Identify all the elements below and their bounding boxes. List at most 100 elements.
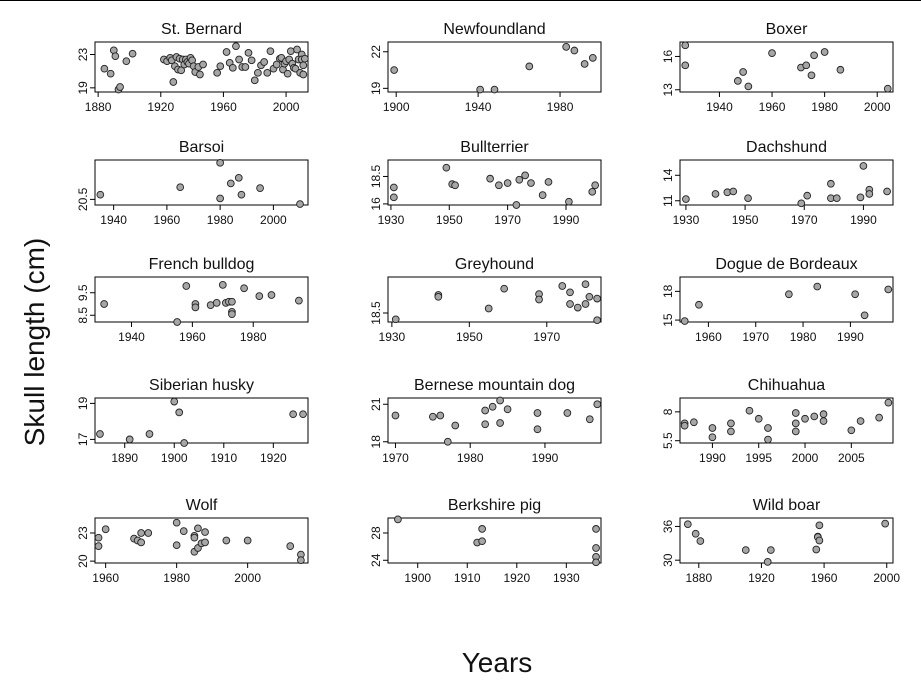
- data-point: [708, 424, 717, 432]
- data-point: [581, 300, 590, 308]
- data-point: [260, 58, 268, 66]
- data-point: [727, 427, 735, 436]
- panel-title: Greyhound: [455, 256, 534, 273]
- data-point: [125, 435, 134, 444]
- data-point: [478, 525, 486, 533]
- x-tick-label: 1970: [742, 330, 769, 344]
- data-point: [179, 527, 188, 535]
- data-point: [865, 190, 874, 198]
- data-point: [566, 288, 574, 297]
- data-point: [389, 193, 398, 202]
- data-point: [216, 158, 224, 167]
- y-tick-label: 18.5: [369, 301, 383, 325]
- data-point: [295, 296, 303, 305]
- data-point: [94, 533, 103, 542]
- data-point: [94, 542, 103, 550]
- data-point: [847, 426, 856, 435]
- data-point: [593, 316, 601, 325]
- panel-chihuahua: Chihuahua 1990 1995 2000 2005 5.5 8: [661, 377, 894, 465]
- data-point: [785, 290, 793, 299]
- y-tick-label: 14: [661, 168, 675, 182]
- data-point: [836, 65, 845, 74]
- data-point: [391, 411, 400, 420]
- data-point: [588, 54, 597, 62]
- x-tick-label: 1980: [240, 330, 267, 344]
- panel-title: Dogue de Bordeaux: [715, 256, 857, 273]
- y-tick-label: 36: [661, 519, 675, 533]
- x-tick-label: 1910: [210, 451, 237, 465]
- data-point: [218, 281, 227, 289]
- y-tick-label: 8: [661, 408, 675, 415]
- data-point: [791, 419, 800, 428]
- data-point: [810, 51, 818, 60]
- data-point: [488, 402, 497, 411]
- panel-st-bernard: St. Bernard 1880 1920 1960 2000 19 23: [76, 21, 309, 114]
- data-point: [503, 179, 512, 187]
- x-tick-label: 1980: [547, 100, 574, 114]
- data-point: [585, 292, 594, 301]
- y-tick-label: 16: [661, 49, 675, 63]
- data-point: [212, 299, 221, 307]
- x-tick-label: 1960: [92, 571, 119, 585]
- y-tick-label: 9.5: [76, 284, 90, 301]
- data-point: [815, 536, 824, 545]
- panel-french-bulldog: French bulldog 1940 1960 1980 8.5 9.5: [76, 256, 309, 344]
- data-point: [856, 417, 865, 425]
- data-point: [145, 430, 154, 438]
- data-point: [291, 64, 300, 73]
- y-tick-label: 11: [661, 194, 675, 207]
- data-point: [101, 525, 110, 534]
- data-point: [96, 430, 104, 438]
- data-point: [190, 533, 199, 542]
- data-point: [711, 190, 720, 198]
- y-tick-label: 24: [369, 553, 383, 567]
- data-point: [247, 56, 256, 65]
- data-point: [434, 292, 443, 301]
- data-point: [544, 178, 553, 186]
- data-point: [791, 409, 800, 417]
- data-point: [216, 62, 225, 71]
- y-tick-label: 18.5: [369, 164, 383, 188]
- x-tick-label: 2000: [873, 571, 900, 585]
- x-tick-label: 1900: [383, 100, 410, 114]
- data-point: [820, 48, 829, 56]
- plot-frame: [387, 517, 602, 564]
- data-point: [201, 528, 209, 536]
- data-point: [111, 52, 120, 61]
- panel-siberian-husky: Siberian husky 1890 1900 1910 1920 17 19: [76, 377, 309, 465]
- y-tick-label: 30: [661, 553, 675, 567]
- panel-wolf: Wolf 1960 1980 2000 20 23: [76, 497, 309, 585]
- data-point: [588, 187, 597, 196]
- data-point: [436, 411, 445, 420]
- data-point: [299, 410, 307, 419]
- data-point: [191, 303, 200, 312]
- data-point: [100, 300, 108, 308]
- x-tick-label: 1980: [163, 571, 190, 585]
- data-point: [819, 417, 828, 425]
- data-point: [521, 171, 529, 180]
- data-point: [481, 406, 490, 415]
- panel-wild-boar: Wild boar 1880 1920 1960 2000 30 36: [661, 497, 900, 585]
- data-point: [512, 201, 521, 209]
- data-point: [832, 194, 841, 203]
- x-tick-label: 1980: [790, 330, 817, 344]
- plot-frame: [94, 276, 309, 323]
- data-point: [177, 66, 185, 75]
- data-point: [851, 290, 859, 299]
- x-tick-label: 1990: [837, 330, 864, 344]
- x-tick-label: 1940: [118, 330, 145, 344]
- data-point: [592, 544, 600, 552]
- data-point: [254, 68, 262, 77]
- data-point: [881, 519, 890, 528]
- y-tick-label: 23: [76, 526, 90, 540]
- data-point: [216, 194, 224, 203]
- plot-frame: [94, 397, 309, 444]
- data-point: [741, 546, 750, 554]
- y-tick-label: 17: [76, 432, 90, 446]
- data-point: [745, 406, 754, 415]
- data-point: [301, 54, 309, 63]
- data-point: [495, 181, 503, 190]
- x-tick-label: 2000: [234, 571, 261, 585]
- x-tick-label: 1960: [210, 100, 237, 114]
